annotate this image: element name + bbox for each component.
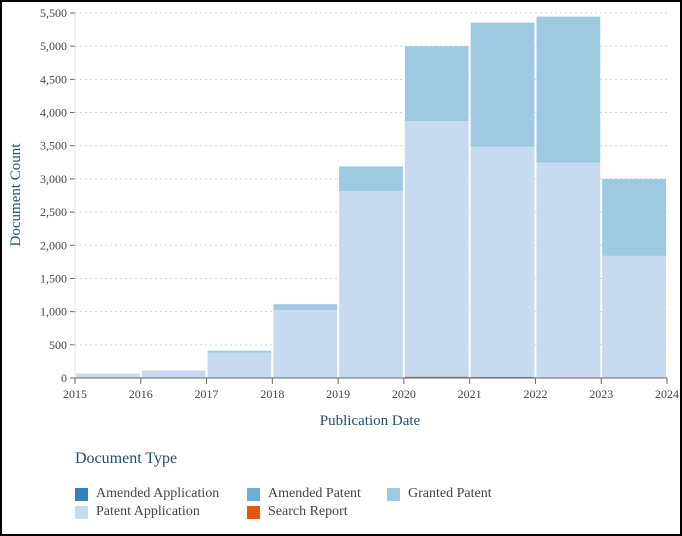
legend-label: Granted Patent	[408, 486, 492, 501]
x-tick-label: 2023	[589, 387, 613, 401]
bar-granted-patent-2022	[536, 16, 601, 163]
bar-patent-application-2016	[141, 371, 206, 378]
y-tick-label: 0	[61, 371, 67, 385]
legend-item[interactable]: Amended Application	[75, 486, 247, 502]
legend-swatch	[247, 505, 260, 519]
histogram-chart: 0 500 1,000 1,500 2,000 2,500 3,000 3,500 4,000 4…	[8, 6, 679, 429]
bar-granted-patent-2019	[339, 166, 403, 191]
y-tick-label: 2,000	[40, 238, 67, 252]
bar-patent-application-2019	[339, 190, 403, 378]
x-tick-label: 2015	[63, 387, 87, 401]
y-tick-label: 4,000	[40, 106, 67, 120]
legend-label: Amended Patent	[268, 486, 361, 501]
bar-patent-application-2021	[470, 146, 535, 378]
x-tick-label: 2020	[392, 387, 416, 401]
x-tick-label: 2024	[655, 387, 679, 401]
y-tick-label: 1,500	[40, 271, 67, 285]
legend-item[interactable]: Amended Patent	[247, 486, 387, 502]
legend-swatch	[75, 487, 88, 501]
bar-granted-patent-2017	[207, 350, 272, 353]
bar-granted-patent-2020	[404, 46, 469, 122]
y-tick-label: 500	[49, 338, 67, 352]
legend-item[interactable]: Search Report	[247, 504, 387, 520]
legend-item[interactable]: Granted Patent	[387, 486, 527, 502]
x-tick-label: 2017	[195, 387, 219, 401]
bar-granted-patent-2021	[470, 22, 535, 147]
bar-patent-application-2018	[273, 310, 338, 378]
bar-patent-application-2020	[404, 121, 469, 377]
bar-patent-application-2022	[536, 162, 601, 378]
x-tick-label: 2018	[260, 387, 284, 401]
x-tick-label: 2021	[458, 387, 482, 401]
legend-label: Patent Application	[96, 504, 200, 519]
y-tick-label: 4,500	[40, 72, 67, 86]
y-tick-label: 5,500	[40, 6, 67, 20]
y-tick-label: 3,000	[40, 172, 67, 186]
y-axis-title: Document Count	[8, 143, 24, 247]
legend-swatch	[387, 487, 400, 501]
x-tick-label: 2016	[129, 387, 153, 401]
legend-label: Search Report	[268, 504, 348, 519]
legend-title: Document Type	[75, 450, 178, 467]
legend-item[interactable]: Patent Application	[75, 504, 247, 520]
x-tick-label: 2019	[326, 387, 350, 401]
legend-swatch	[247, 487, 260, 501]
x-tick-label: 2022	[523, 387, 547, 401]
bar-patent-application-2015	[76, 374, 140, 378]
bar-granted-patent-2023	[602, 178, 666, 256]
x-axis-title: Publication Date	[320, 413, 421, 429]
y-tick-label: 5,000	[40, 39, 67, 53]
bar-granted-patent-2018	[273, 304, 338, 311]
bar-patent-application-2017	[207, 352, 272, 378]
y-tick-label: 1,000	[40, 305, 67, 319]
bar-search-report-2020	[404, 376, 469, 378]
y-tick-label: 2,500	[40, 205, 67, 219]
legend-swatch	[75, 505, 88, 519]
legend: Document Type Amended Application Amended…	[75, 450, 527, 520]
bar-patent-application-2023	[602, 255, 666, 378]
y-tick-label: 3,500	[40, 139, 67, 153]
legend-label: Amended Application	[96, 486, 220, 501]
